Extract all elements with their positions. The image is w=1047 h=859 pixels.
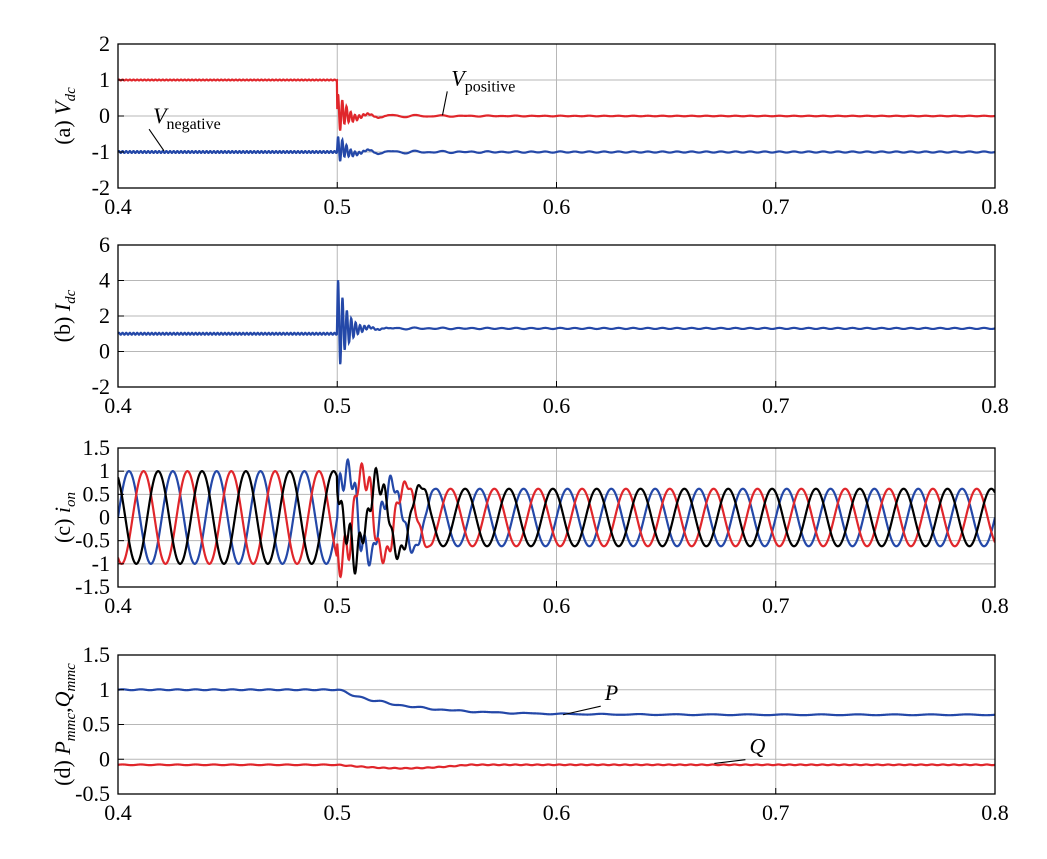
x-tick-label: 0.6 xyxy=(543,593,571,618)
y-tick-label: 0 xyxy=(99,505,110,530)
y-tick-label: -1 xyxy=(92,551,110,576)
annotation-P: P xyxy=(604,680,618,705)
x-tick-label: 0.5 xyxy=(324,194,352,219)
y-axis-label: (d) Pmmc,Qmmc xyxy=(50,663,79,786)
y-tick-label: 0.5 xyxy=(83,481,111,506)
series-line-P xyxy=(118,688,995,717)
y-tick-label: -1.5 xyxy=(75,574,110,599)
series-line-Idc xyxy=(118,280,995,365)
plot-area xyxy=(118,688,995,770)
y-label-symbol: I xyxy=(50,302,75,312)
y-tick-label: 0.5 xyxy=(83,712,111,737)
x-tick-label: 0.8 xyxy=(981,194,1009,219)
y-label-sub: mmc xyxy=(63,713,79,742)
series-line-c xyxy=(118,466,995,575)
x-tick-label: 0.7 xyxy=(762,393,790,418)
x-tick-label: 0.8 xyxy=(981,800,1009,825)
series-line-positive xyxy=(118,78,995,131)
y-label-sub: dc xyxy=(63,289,79,304)
panel-d-power: 0.4 0.5 0.6 0.7 0.8-0.500.511.5(d) Pmmc,Qmmc… xyxy=(50,642,1009,825)
y-tick-label: 0 xyxy=(99,103,110,128)
x-tick-label: 0.6 xyxy=(543,194,571,219)
x-tick-label: 0.8 xyxy=(981,393,1009,418)
y-label-symbol: i xyxy=(50,507,75,513)
x-tick-label: 0.8 xyxy=(981,593,1009,618)
x-tick-label: 0.7 xyxy=(762,593,790,618)
annotation-leader xyxy=(562,705,601,716)
y-axis-label: (b) Idc xyxy=(50,289,79,342)
panel-a-vdc: 0.4 0.5 0.6 0.7 0.8 -2 -1 0 1 2 (a) Vdc Vpositive Vn… xyxy=(50,31,1009,219)
annotation-leader xyxy=(714,759,746,764)
y-tick-label: 1 xyxy=(99,458,110,483)
y-tick-label: 0 xyxy=(99,339,110,364)
x-tick-label: 0.4 xyxy=(104,593,132,618)
annotation-Q: Q xyxy=(749,734,765,759)
panel-c-ion: 0.4 0.5 0.6 0.7 0.8-1.5-1-0.500.511.5(c) ion xyxy=(50,435,1009,618)
x-tick-label: 0.7 xyxy=(762,800,790,825)
y-label-symbol: P xyxy=(50,741,75,755)
y-tick-label: 0 xyxy=(99,746,110,771)
annotation-positive: Vpositive xyxy=(451,65,515,95)
y-label-symbol: V xyxy=(50,99,75,115)
series-line-a xyxy=(118,457,995,567)
y-tick-label: 1 xyxy=(99,677,110,702)
x-tick-label: 0.5 xyxy=(324,593,352,618)
plot-area xyxy=(118,78,995,162)
y-tick-label: 1.5 xyxy=(83,435,111,460)
y-label-prefix: (b) xyxy=(50,311,75,342)
series-line-negative xyxy=(118,136,995,162)
x-tick-label: 0.5 xyxy=(324,800,352,825)
y-axis-label: (a) Vdc xyxy=(50,87,79,145)
y-axis-label: (c) ion xyxy=(50,492,79,543)
y-label-symbol-2: Q xyxy=(50,691,75,707)
y-tick-label: -1 xyxy=(92,139,110,164)
x-tick-label: 0.4 xyxy=(104,194,132,219)
y-tick-label: -0.5 xyxy=(75,781,110,806)
series-line-b xyxy=(118,461,995,579)
y-label-sub-2: mmc xyxy=(63,663,79,692)
plot-area xyxy=(118,280,995,365)
y-tick-label: 4 xyxy=(99,268,110,293)
y-tick-label: 2 xyxy=(99,303,110,328)
y-tick-label: 1.5 xyxy=(83,642,111,667)
y-tick-label: -2 xyxy=(92,374,110,399)
y-label-prefix: (c) xyxy=(50,513,75,543)
x-tick-label: 0.4 xyxy=(104,800,132,825)
y-label-sub: dc xyxy=(63,87,79,102)
x-tick-label: 0.6 xyxy=(543,393,571,418)
y-label-prefix: (a) xyxy=(50,115,75,145)
y-label-prefix: (d) xyxy=(50,755,75,786)
y-label-comma: , xyxy=(50,707,75,713)
annotation-negative: Vnegative xyxy=(153,103,221,133)
plot-area xyxy=(118,457,995,579)
y-tick-label: -2 xyxy=(92,175,110,200)
y-label-sub: on xyxy=(63,492,79,507)
y-tick-label: 1 xyxy=(99,67,110,92)
y-tick-label: 2 xyxy=(99,31,110,56)
y-tick-label: -0.5 xyxy=(75,528,110,553)
panel-b-idc: 0.4 0.5 0.6 0.7 0.8 -2 0 2 4 6 (b) Idc xyxy=(50,232,1009,418)
x-tick-label: 0.4 xyxy=(104,393,132,418)
x-tick-label: 0.6 xyxy=(543,800,571,825)
annotation-leader xyxy=(148,128,165,152)
series-line-Q xyxy=(118,763,995,770)
y-tick-label: 6 xyxy=(99,232,110,257)
annotation-leader xyxy=(441,91,448,116)
x-tick-label: 0.7 xyxy=(762,194,790,219)
x-tick-label: 0.5 xyxy=(324,393,352,418)
